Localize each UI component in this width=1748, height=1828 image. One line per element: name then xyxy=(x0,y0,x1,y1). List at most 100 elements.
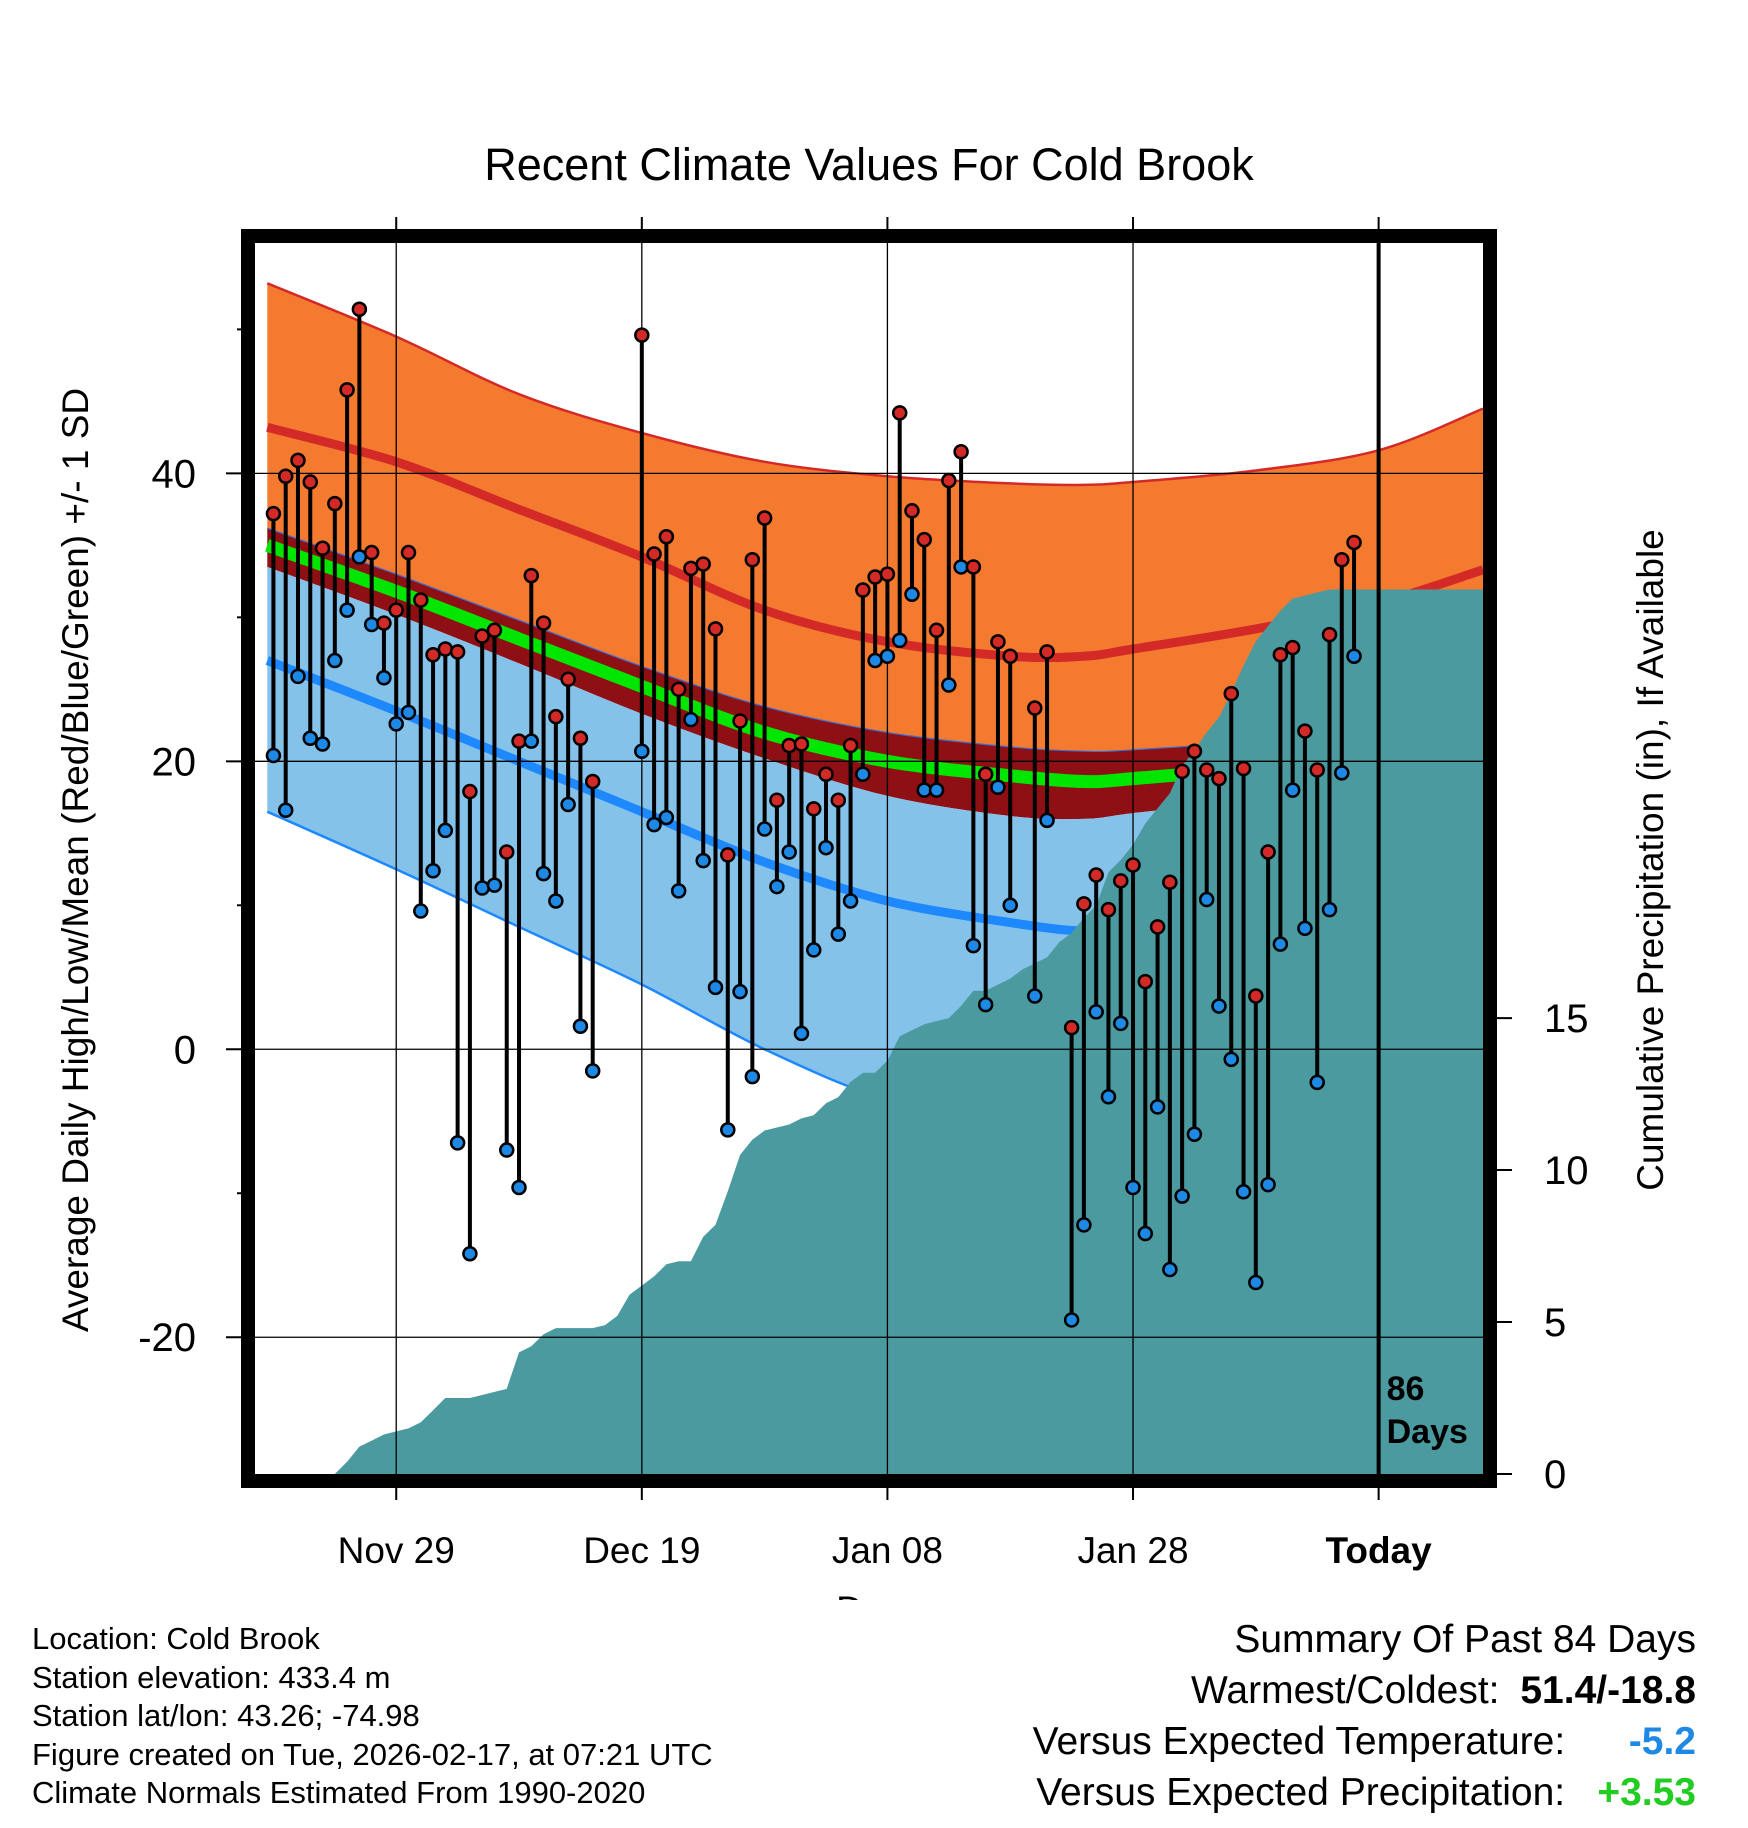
daily-low-point xyxy=(658,809,675,826)
daily-high-point xyxy=(400,544,417,561)
latlon-text: Station lat/lon: 43.26; -74.98 xyxy=(32,1698,420,1733)
daily-high-point xyxy=(793,736,810,752)
precip-anomaly-label: Versus Expected Precipitation: xyxy=(1036,1771,1566,1814)
daily-high-point xyxy=(486,622,503,639)
daily-low-point xyxy=(1186,1126,1203,1142)
daily-high-point xyxy=(1309,762,1325,778)
y-tick-label: 20 xyxy=(152,740,197,784)
axes: Nov 29 Dec 19 Jan 08 Jan 28 Today -20 0 20 40 0 5 1… xyxy=(138,217,1589,1571)
daily-low-point xyxy=(990,779,1006,795)
daily-low-point xyxy=(720,1122,736,1138)
daily-low-point xyxy=(449,1135,466,1151)
x-tick-label: Today xyxy=(1326,1530,1433,1571)
normals-text: Climate Normals Estimated From 1990-2020 xyxy=(32,1775,646,1810)
daily-low-point xyxy=(302,730,319,747)
daily-high-point xyxy=(769,792,785,808)
daily-high-point xyxy=(425,647,441,663)
daily-low-point xyxy=(634,743,650,759)
daily-low-point xyxy=(572,1018,589,1034)
daily-low-point xyxy=(1162,1261,1178,1278)
daily-high-point xyxy=(928,622,945,639)
daily-high-point xyxy=(707,621,724,637)
daily-low-point xyxy=(842,893,859,909)
daily-high-point xyxy=(277,468,294,484)
daily-high-point xyxy=(388,602,404,618)
daily-low-point xyxy=(977,996,994,1013)
temp-anomaly-value: -5.2 xyxy=(1628,1720,1696,1763)
daily-low-point xyxy=(928,782,945,798)
daily-low-point xyxy=(277,802,294,819)
daily-high-point xyxy=(1027,700,1043,716)
daily-low-point xyxy=(535,865,552,882)
daily-high-point xyxy=(1088,867,1104,883)
daily-low-point xyxy=(941,677,957,693)
daily-high-point xyxy=(1063,1019,1080,1036)
temp-anomaly-label: Versus Expected Temperature: xyxy=(1032,1720,1566,1763)
summary-warm-cold: Warmest/Coldest: 51.4/-18.8 xyxy=(1033,1665,1696,1716)
daily-low-point xyxy=(511,1179,527,1196)
daily-high-point xyxy=(498,844,515,860)
precip-tick-label: 10 xyxy=(1544,1149,1589,1193)
daily-high-point xyxy=(1272,647,1289,663)
daily-high-point xyxy=(437,641,454,657)
daily-low-point xyxy=(498,1142,515,1158)
daily-low-point xyxy=(1346,648,1362,664)
daily-high-point xyxy=(584,773,601,790)
daily-low-point xyxy=(474,880,490,896)
daily-high-point xyxy=(523,567,540,584)
daily-low-point xyxy=(363,616,380,633)
daily-high-point xyxy=(953,444,969,460)
daily-high-point xyxy=(1211,770,1227,787)
daily-low-point xyxy=(1088,1004,1104,1020)
daily-high-point xyxy=(855,582,871,598)
daily-low-point xyxy=(548,893,564,909)
daily-high-point xyxy=(535,615,552,631)
daily-high-point xyxy=(1162,874,1178,891)
x-tick-label: Jan 08 xyxy=(832,1530,943,1571)
daily-low-point xyxy=(1149,1099,1166,1115)
daily-high-point xyxy=(474,628,490,644)
daily-high-point xyxy=(290,452,306,469)
daily-high-point xyxy=(327,495,343,512)
daily-low-point xyxy=(1272,936,1289,952)
daily-high-point xyxy=(695,556,711,572)
daily-high-point xyxy=(1076,896,1092,912)
daily-low-point xyxy=(400,704,417,721)
high-sd-edge xyxy=(266,282,1484,487)
daily-high-point xyxy=(548,708,564,725)
daily-low-point xyxy=(744,1068,761,1085)
daily-low-point xyxy=(756,821,773,837)
daily-high-point xyxy=(670,681,687,698)
daily-low-point xyxy=(290,668,306,685)
created-text: Figure created on Tue, 2026-02-17, at 07… xyxy=(32,1736,713,1772)
y-tick-label: 0 xyxy=(174,1028,196,1072)
daily-high-point xyxy=(732,713,748,729)
daily-low-point xyxy=(388,716,404,732)
daily-low-point xyxy=(425,862,441,879)
daily-high-point xyxy=(916,531,933,548)
daily-high-point xyxy=(1235,760,1252,777)
daily-low-point xyxy=(904,586,920,603)
x-axis-label: Day xyxy=(836,1589,902,1600)
cumulative-precip-area xyxy=(267,589,1483,1474)
precip-tick-label: 5 xyxy=(1544,1301,1566,1345)
daily-high-point xyxy=(867,569,883,585)
daily-high-point xyxy=(1260,844,1276,860)
daily-low-point xyxy=(793,1025,810,1042)
daily-low-point xyxy=(1174,1188,1190,1204)
daily-high-point xyxy=(1125,857,1141,873)
daily-high-point xyxy=(1039,644,1055,660)
daily-low-point xyxy=(646,816,662,833)
daily-low-point xyxy=(1211,998,1227,1014)
daily-low-point xyxy=(486,877,503,893)
daily-low-point xyxy=(732,983,748,1000)
daily-high-point xyxy=(449,644,466,660)
daily-low-point xyxy=(584,1063,601,1079)
daily-high-point xyxy=(904,503,920,519)
daily-low-point xyxy=(670,883,687,899)
daily-high-point xyxy=(413,592,429,608)
summary-temp: Versus Expected Temperature: -5.2 xyxy=(1033,1716,1696,1767)
daily-low-point xyxy=(327,652,343,669)
daily-high-point xyxy=(744,551,761,568)
daily-high-point xyxy=(941,472,957,489)
